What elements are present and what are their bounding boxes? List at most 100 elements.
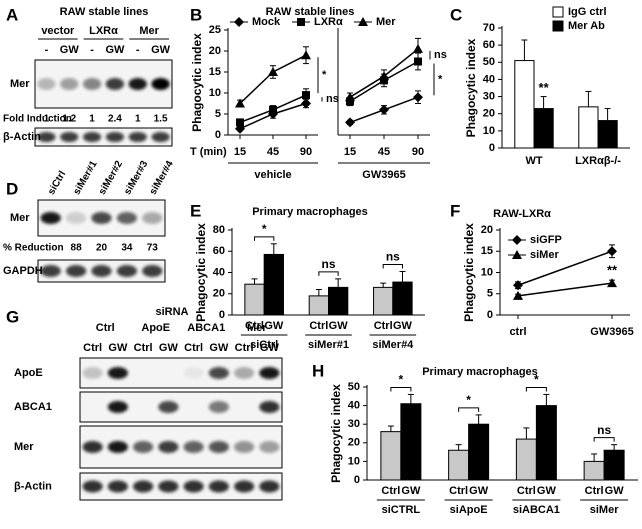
band [158,401,179,413]
label: Mock [252,16,281,28]
label: ApoE [14,367,43,379]
band [91,265,112,277]
label: ApoE [141,322,170,334]
label: 20 [209,45,221,57]
label: WT [525,155,542,167]
bar [533,108,554,149]
label: GW [393,320,413,332]
label: Phagocytic index [194,223,208,322]
label: siMer#1 [308,339,349,351]
band [208,401,229,413]
label: GW [537,485,557,497]
bar [380,431,402,481]
label: 0 [487,309,493,321]
label: 80 [213,224,225,236]
legend-swatch [552,6,564,18]
marker [297,18,305,26]
band [116,265,138,277]
band [91,212,112,224]
marker [235,98,245,108]
label: ns [597,423,611,437]
label: * [399,373,404,387]
label: Primary macrophages [252,206,368,218]
panel-letter: H [312,361,324,380]
label: GW [605,485,625,497]
marker [379,104,389,115]
label: 90 [300,146,312,158]
label: GW [401,485,421,497]
label: Ctrl [517,485,536,497]
band [151,78,170,90]
bar [583,460,605,481]
label: GW [108,342,128,354]
label: 70 [483,22,495,34]
bar [535,405,557,481]
marker [379,71,389,81]
band [37,131,56,143]
bracket [390,386,412,392]
band [82,480,103,493]
band [128,131,147,143]
band [158,480,179,493]
label: 1.2 [62,114,76,125]
label: Phagocytic index [464,38,478,137]
band [234,367,255,379]
label: 2.4 [108,114,122,125]
label: ** [539,80,550,95]
label: 20 [213,288,225,300]
band [40,212,61,224]
label: siCTRL [382,504,421,516]
label: 30 [348,418,360,430]
marker [413,43,423,53]
label: 45 [378,146,390,158]
label: 15 [209,66,221,78]
band [116,212,138,224]
label: siMer#3 [122,159,150,197]
bar [597,120,618,149]
panel-letter: B [190,5,202,24]
bar [514,60,535,149]
label: GW [260,342,280,354]
label: 5 [215,108,221,120]
label: 20 [348,437,360,449]
marker [513,280,523,291]
band [107,367,128,379]
label: Phagocytic index [329,384,343,483]
label: GW [469,485,489,497]
line [239,54,307,105]
label: Ctrl [134,342,153,354]
bar [373,286,394,316]
panel-letter: E [190,201,201,220]
label: Ctrl [184,342,203,354]
label: * [322,69,327,81]
band [40,265,61,277]
label: siGFP [530,234,562,246]
label: 60 [213,245,225,257]
label: - [90,44,94,56]
band [183,441,204,453]
label: 30 [483,90,495,102]
label: ns [321,257,335,271]
bar [392,281,413,316]
label: GW [264,320,284,332]
band [208,480,229,493]
bar [263,253,284,316]
label: Ctrl [309,320,328,332]
label: * [438,73,443,85]
bracket [254,236,275,241]
label: 40 [483,73,495,85]
label: GW [159,342,179,354]
label: RAW stable lines [266,6,355,18]
label: RAW stable lines [60,6,149,18]
bar [448,449,470,481]
label: LXRαβ-/- [575,155,621,167]
label: ns [326,93,339,105]
band [82,131,102,143]
label: Primary macrophages [422,366,538,378]
label: siMer [590,504,619,516]
label: 73 [147,243,159,254]
band [234,441,255,453]
label: GW3965 [590,326,633,338]
label: 15 [481,245,493,257]
bar [328,286,349,316]
